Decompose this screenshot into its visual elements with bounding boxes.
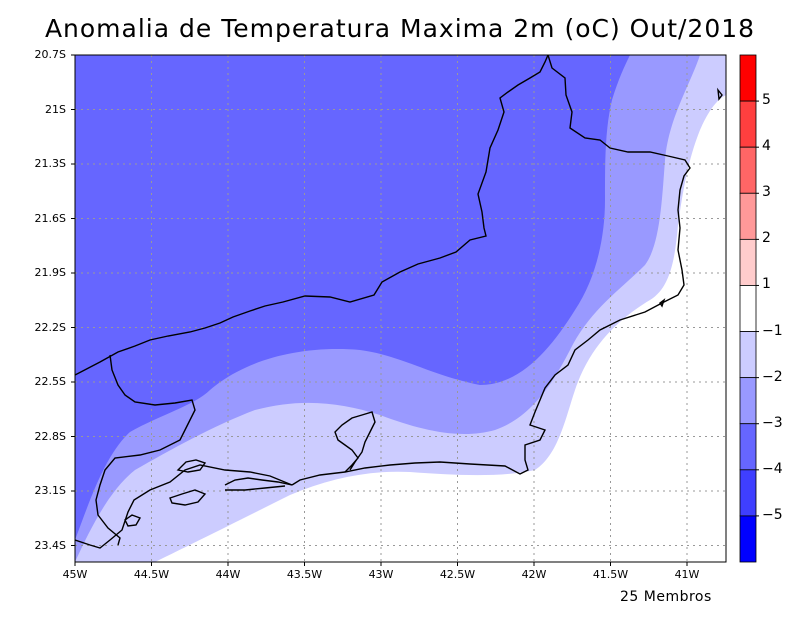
colorbar-label: 2 <box>762 230 771 247</box>
colorbar-label: −3 <box>762 414 783 431</box>
colorbar-segment <box>739 146 757 194</box>
colorbar-label: −4 <box>762 460 783 477</box>
lat-label: 21.9S <box>34 266 66 279</box>
colorbar-label: −5 <box>762 506 783 523</box>
lat-label: 23.1S <box>34 484 66 497</box>
colorbar-label: 5 <box>762 92 771 109</box>
colorbar-segment <box>739 377 757 425</box>
colorbar-segment <box>739 469 757 517</box>
island-group <box>124 459 207 527</box>
islet-cabo-frio <box>659 298 666 308</box>
state-border-rj <box>291 55 691 486</box>
lat-label: 22.2S <box>34 320 66 334</box>
state-border-sp-rj <box>95 354 196 546</box>
colorbar-segment <box>739 515 757 563</box>
lat-label: 22.8S <box>34 429 66 443</box>
lon-label: 43W <box>368 568 394 581</box>
lon-label: 41.5W <box>592 568 629 581</box>
lon-label: 44.5W <box>133 568 170 581</box>
colorbar-segment <box>739 285 757 332</box>
lat-label: 21.3S <box>34 157 66 170</box>
state-border-rj-inland <box>75 55 549 376</box>
lat-label: 23.4S <box>34 538 66 552</box>
guanabara-bay <box>334 411 376 473</box>
map-title: Anomalia de Temperatura Maxima 2m (oC) O… <box>44 14 756 43</box>
map-frame <box>74 54 727 563</box>
colorbar-segment <box>739 331 757 379</box>
lon-label: 42W <box>521 568 547 581</box>
islet-north <box>717 87 723 101</box>
colorbar-segment <box>739 54 757 102</box>
colorbar-segment <box>739 423 757 471</box>
colorbar-segment <box>739 192 757 240</box>
lon-label: 41W <box>674 568 700 581</box>
colorbar-label: −2 <box>762 368 783 385</box>
coastline-west <box>75 464 293 549</box>
shade-minus1-plus1 <box>155 95 726 562</box>
lon-label: 44W <box>215 568 241 581</box>
coastline-and-borders <box>75 55 723 549</box>
colorbar-segment <box>739 238 757 286</box>
lat-label: 21.6S <box>34 211 66 225</box>
lon-label: 45W <box>62 568 88 581</box>
lon-label: 43.5W <box>286 568 323 581</box>
lat-label: 22.5S <box>34 375 66 388</box>
ensemble-members-note: 25 Membros <box>620 589 712 605</box>
colorbar <box>739 54 759 563</box>
coastline-bay-islands <box>224 477 293 491</box>
anomaly-shading <box>75 55 726 562</box>
grid-lines <box>75 55 726 562</box>
lat-label: 20.7S <box>34 48 66 61</box>
colorbar-label: −1 <box>762 322 783 339</box>
lon-label: 42.5W <box>439 568 476 581</box>
colorbar-label: 4 <box>762 138 771 155</box>
colorbar-label: 3 <box>762 184 771 201</box>
lat-label: 21S <box>45 102 66 116</box>
axis-ticks <box>71 54 688 566</box>
colorbar-label: 1 <box>762 276 771 293</box>
colorbar-segment <box>739 100 757 148</box>
